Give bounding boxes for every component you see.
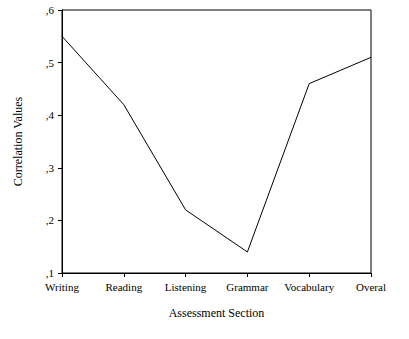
svg-text:,4: ,4 <box>46 109 55 121</box>
svg-text:Correlation Values: Correlation Values <box>11 96 25 186</box>
svg-text:Writing: Writing <box>45 281 79 293</box>
svg-text:,3: ,3 <box>46 162 55 174</box>
svg-text:Assessment Section: Assessment Section <box>169 306 265 320</box>
svg-text:,1: ,1 <box>46 267 54 279</box>
svg-text:Overal: Overal <box>356 281 386 293</box>
svg-text:Grammar: Grammar <box>226 281 268 293</box>
svg-text:Reading: Reading <box>105 281 142 293</box>
svg-text:Vocabulary: Vocabulary <box>284 281 334 293</box>
svg-text:,2: ,2 <box>46 214 54 226</box>
svg-text:,6: ,6 <box>46 4 55 16</box>
svg-text:,5: ,5 <box>46 57 55 69</box>
svg-text:Listening: Listening <box>165 281 207 293</box>
